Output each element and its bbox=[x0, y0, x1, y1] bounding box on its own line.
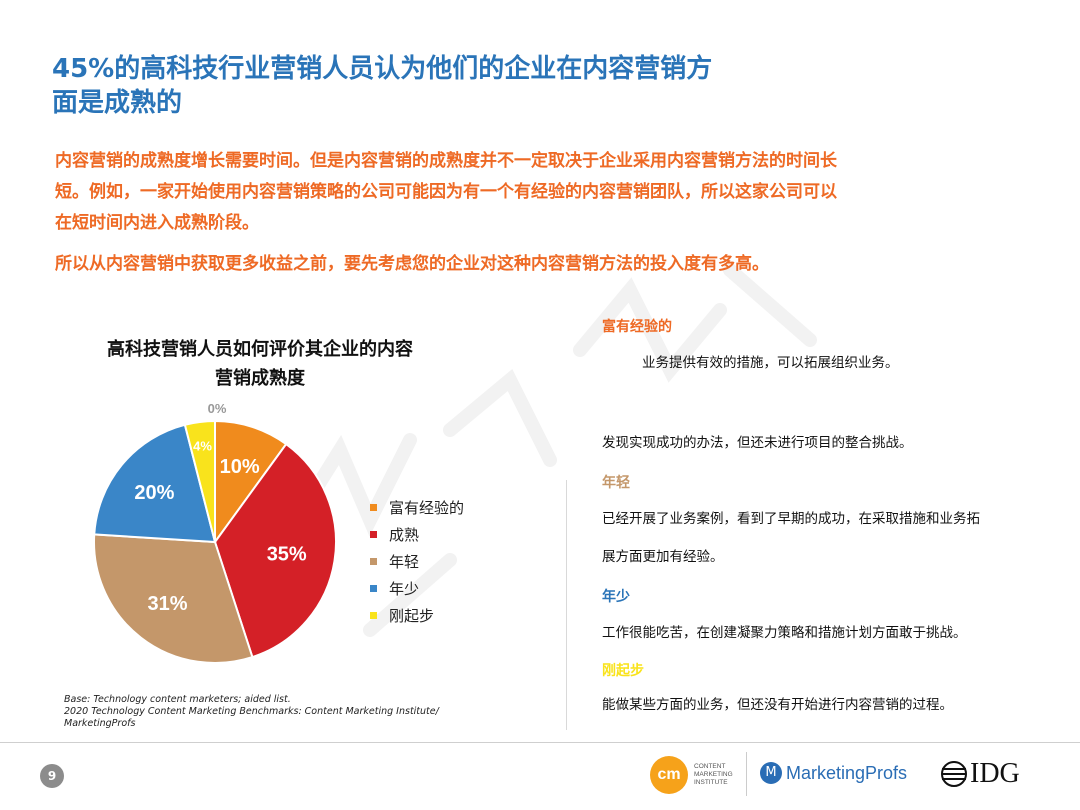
pie-label-3: 20% bbox=[134, 482, 174, 504]
footer-divider bbox=[0, 742, 1080, 743]
chart-source: Base: Technology content marketers; aide… bbox=[64, 694, 504, 730]
desc-youthful-text: 工作很能吃苦，在创建凝聚力策略和措施计划方面敢于挑战。 bbox=[602, 625, 967, 641]
page-title-line-2: 面是成熟的 bbox=[52, 88, 183, 118]
legend-swatch-3 bbox=[370, 585, 377, 592]
logo-separator bbox=[746, 752, 747, 796]
desc-experienced-label: 富有经验的 bbox=[602, 319, 672, 335]
legend-item-0: 富有经验的 bbox=[370, 494, 464, 521]
legend-item-1: 成熟 bbox=[370, 521, 464, 548]
idg-logo-text: IDG bbox=[970, 758, 1020, 789]
intro-line-4: 所以从内容营销中获取更多收益之前，要先考虑您的企业对这种内容营销方法的投入度有多… bbox=[55, 254, 769, 274]
legend-swatch-4 bbox=[370, 612, 377, 619]
chart-title-line-2: 营销成熟度 bbox=[215, 368, 305, 389]
marketingprofs-logo-text: MarketingProfs bbox=[786, 762, 908, 783]
desc-starting-text-block: 能做某些方面的业务，但还没有开始进行内容营销的过程。 bbox=[602, 686, 1062, 724]
pie-chart: 10% 35% 31% 20% 4% 0% bbox=[93, 401, 337, 664]
idg-globe-icon bbox=[941, 761, 967, 787]
idg-logo: IDG bbox=[940, 760, 1020, 788]
page-number: 9 bbox=[40, 764, 64, 788]
desc-youthful-label: 年少 bbox=[602, 589, 630, 605]
desc-starting-text: 能做某些方面的业务，但还没有开始进行内容营销的过程。 bbox=[602, 697, 953, 713]
pie-label-2: 31% bbox=[148, 593, 188, 615]
pie-slice-3 bbox=[93, 423, 217, 544]
legend-swatch-1 bbox=[370, 531, 377, 538]
desc-youthful: 年少 bbox=[602, 586, 1062, 606]
legend-label-3: 年少 bbox=[389, 580, 420, 598]
legend-item-2: 年轻 bbox=[370, 548, 464, 575]
desc-youthful-text-block: 工作很能吃苦，在创建凝聚力策略和措施计划方面敢于挑战。 bbox=[602, 614, 1062, 652]
pie-slice-0 bbox=[214, 419, 288, 546]
cmi-badge-icon: cm bbox=[650, 756, 688, 794]
intro-line-2: 短。例如，一家开始使用内容营销策略的公司可能因为有一个有经验的内容营销团队，所以… bbox=[55, 182, 837, 202]
cmi-logo-text: CONTENT MARKETING INSTITUTE bbox=[694, 763, 733, 786]
legend-label-2: 年轻 bbox=[389, 553, 420, 571]
desc-young-label: 年轻 bbox=[602, 475, 630, 491]
source-line-2: 2020 Technology Content Marketing Benchm… bbox=[64, 706, 439, 717]
intro-line-3: 在短时间内进入成熟阶段。 bbox=[55, 213, 259, 233]
vertical-divider bbox=[566, 480, 567, 730]
desc-experienced-text-block: 业务提供有效的措施，可以拓展组织业务。 bbox=[642, 344, 1080, 382]
chart-title-line-1: 高科技营销人员如何评价其企业的内容 bbox=[107, 339, 413, 360]
page-title-line-1: 45%的高科技行业营销人员认为他们的企业在内容营销方 bbox=[52, 54, 713, 84]
desc-experienced: 富有经验的 bbox=[602, 316, 1062, 336]
marketingprofs-logo: M MarketingProfs bbox=[760, 762, 907, 784]
legend-item-4: 刚起步 bbox=[370, 602, 464, 629]
pie-label-4: 4% bbox=[193, 439, 212, 454]
legend-label-0: 富有经验的 bbox=[389, 499, 465, 517]
legend-item-3: 年少 bbox=[370, 575, 464, 602]
cmi-logo: cm CONTENT MARKETING INSTITUTE bbox=[650, 756, 746, 794]
desc-young: 年轻 bbox=[602, 472, 1062, 492]
source-line-3: MarketingProfs bbox=[64, 718, 136, 729]
page-title: 45%的高科技行业营销人员认为他们的企业在内容营销方 面是成熟的 bbox=[52, 52, 952, 120]
pie-slice-4 bbox=[183, 419, 216, 543]
desc-mature: 发现实现成功的办法，但还未进行项目的整合挑战。 bbox=[602, 424, 1062, 462]
desc-experienced-text: 业务提供有效的措施，可以拓展组织业务。 bbox=[642, 355, 899, 371]
intro-line-1: 内容营销的成熟度增长需要时间。但是内容营销的成熟度并不一定取决于企业采用内容营销… bbox=[55, 151, 837, 171]
desc-young-text-block: 已经开展了业务案例，看到了早期的成功，在采取措施和业务拓 展方面更加有经验。 bbox=[602, 500, 1062, 576]
pie-label-5: 0% bbox=[208, 401, 227, 416]
chart-legend: 富有经验的成熟年轻年少刚起步 bbox=[370, 494, 464, 629]
desc-young-text-2: 展方面更加有经验。 bbox=[602, 549, 724, 565]
desc-starting-label: 刚起步 bbox=[602, 663, 644, 679]
marketingprofs-globe-icon: M bbox=[760, 762, 782, 784]
intro-text: 内容营销的成熟度增长需要时间。但是内容营销的成熟度并不一定取决于企业采用内容营销… bbox=[55, 146, 1045, 280]
pie-slice-1 bbox=[213, 442, 337, 659]
desc-starting: 刚起步 bbox=[602, 660, 1062, 680]
legend-label-1: 成熟 bbox=[389, 526, 420, 544]
source-line-1: Base: Technology content marketers; aide… bbox=[64, 694, 291, 705]
legend-swatch-2 bbox=[370, 558, 377, 565]
desc-mature-text: 发现实现成功的办法，但还未进行项目的整合挑战。 bbox=[602, 435, 913, 451]
legend-swatch-0 bbox=[370, 504, 377, 511]
pie-label-0: 10% bbox=[220, 456, 260, 478]
pie-slice-2 bbox=[93, 533, 254, 664]
legend-label-4: 刚起步 bbox=[389, 607, 435, 625]
desc-young-text-1: 已经开展了业务案例，看到了早期的成功，在采取措施和业务拓 bbox=[602, 511, 980, 527]
pie-label-1: 35% bbox=[267, 543, 307, 565]
chart-title: 高科技营销人员如何评价其企业的内容 营销成熟度 bbox=[60, 335, 460, 393]
